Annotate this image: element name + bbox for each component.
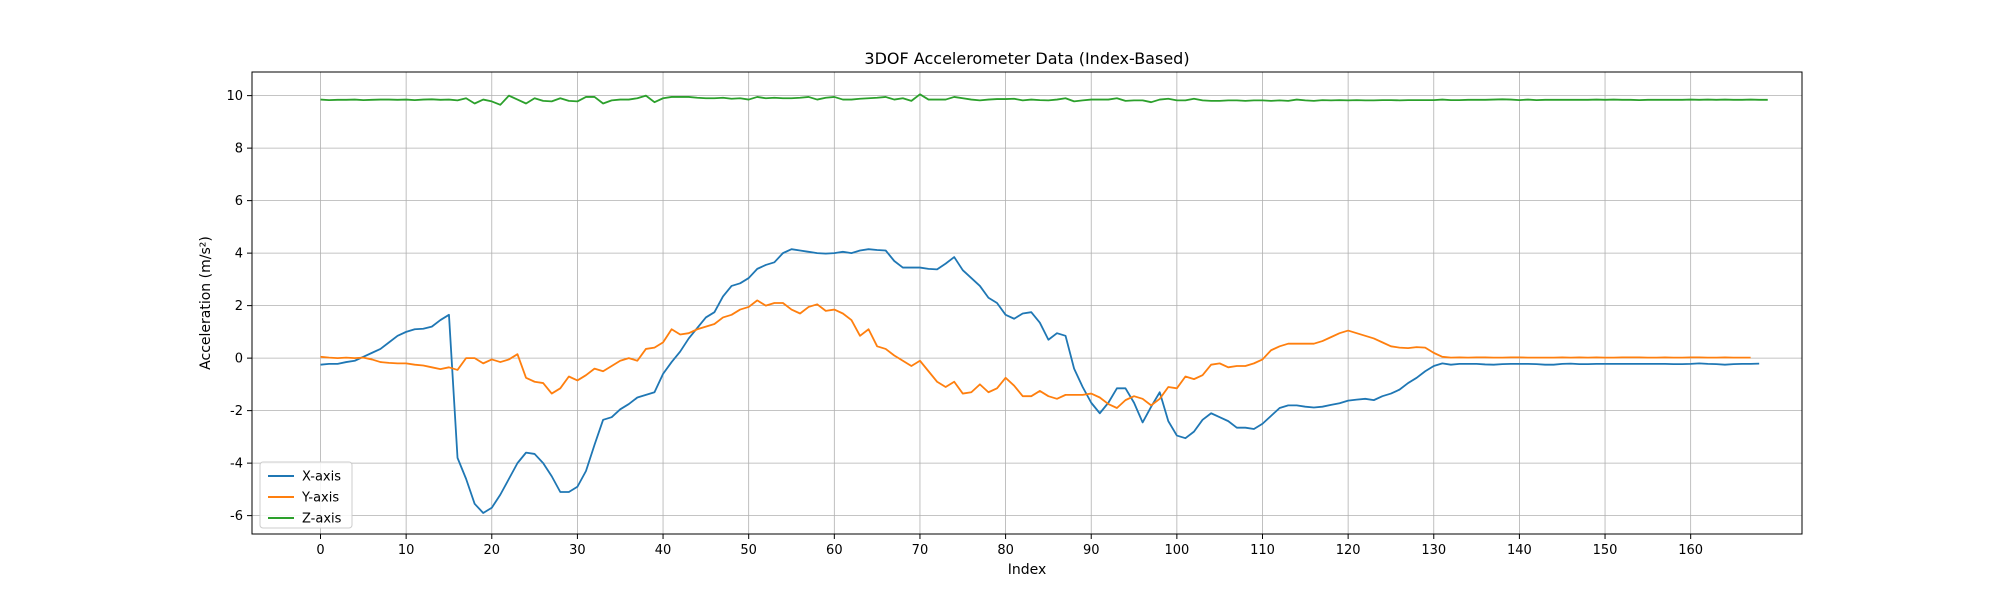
y-tick-label: 4 <box>235 247 243 262</box>
x-tick-label: 120 <box>1336 543 1361 558</box>
x-tick-label: 110 <box>1250 543 1275 558</box>
x-tick-label: 50 <box>740 543 757 558</box>
x-tick-label: 0 <box>316 543 324 558</box>
y-tick-label: -6 <box>230 509 243 524</box>
y-tick-label: 0 <box>235 352 243 367</box>
series-lines <box>320 93 1768 514</box>
plot-frame <box>251 71 1803 535</box>
y-tick-label: 8 <box>235 142 243 157</box>
x-tick-label: 150 <box>1593 543 1618 558</box>
x-tick-label: 60 <box>826 543 843 558</box>
legend-label: X-axis <box>302 470 341 485</box>
x-axis-label: Index <box>1008 562 1047 578</box>
x-tick-label: 40 <box>655 543 672 558</box>
x-tick-label: 160 <box>1678 543 1703 558</box>
grid-lines <box>252 72 1802 534</box>
y-tick-label: 10 <box>226 89 243 104</box>
y-axis-ticks: -6 -4 -2 0 2 4 6 8 10 <box>226 89 252 524</box>
x-tick-label: 80 <box>997 543 1014 558</box>
y-axis-label: Acceleration (m/s²) <box>198 236 214 370</box>
x-tick-label: 130 <box>1421 543 1446 558</box>
x-tick-label: 10 <box>398 543 415 558</box>
y-tick-label: 6 <box>235 194 243 209</box>
legend-label: Z-axis <box>302 512 342 527</box>
series-line-z-axis <box>320 93 1768 106</box>
y-tick-label: 2 <box>235 299 243 314</box>
x-tick-label: 140 <box>1507 543 1532 558</box>
legend: X-axis Y-axis Z-axis <box>259 461 353 529</box>
series-line-x-axis <box>320 248 1760 514</box>
x-tick-label: 30 <box>569 543 586 558</box>
x-axis-ticks: 0 10 20 30 40 50 60 70 80 90 100 110 120 130 140 150 160 <box>316 534 1703 558</box>
chart-title: 3DOF Accelerometer Data (Index-Based) <box>864 49 1189 68</box>
x-tick-label: 70 <box>912 543 929 558</box>
series-line-y-axis <box>320 299 1751 409</box>
legend-label: Y-axis <box>301 491 339 506</box>
legend-box <box>259 461 353 529</box>
x-tick-label: 90 <box>1083 543 1100 558</box>
x-tick-label: 20 <box>484 543 501 558</box>
y-tick-label: -4 <box>230 457 243 472</box>
y-tick-label: -2 <box>230 404 243 419</box>
x-tick-label: 100 <box>1164 543 1189 558</box>
